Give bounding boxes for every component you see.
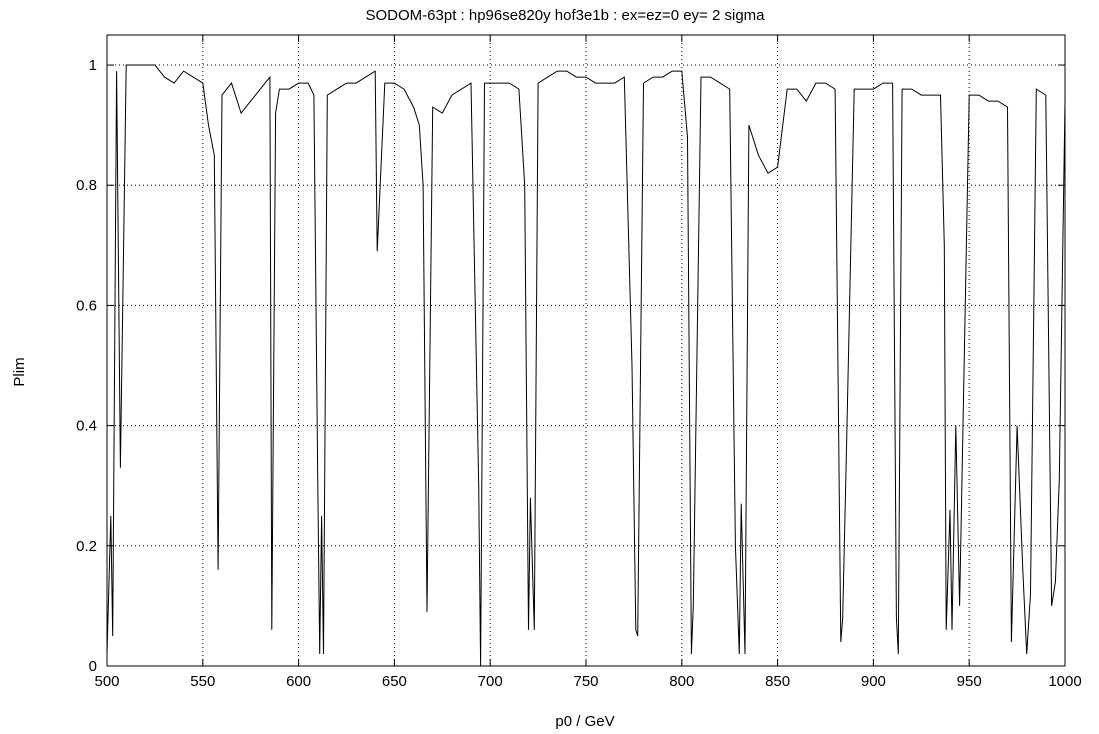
y-tick-label: 0.6 bbox=[76, 297, 97, 314]
x-tick-label: 700 bbox=[478, 673, 503, 690]
y-tick-label: 0.4 bbox=[76, 418, 97, 435]
chart-title: SODOM-63pt : hp96se820y hof3e1b : ex=ez=… bbox=[366, 7, 766, 24]
y-tick-label: 0.2 bbox=[76, 538, 97, 555]
x-tick-label: 550 bbox=[190, 673, 215, 690]
x-axis: 500 550 600 650 700 750 800 850 900 950 1000 bbox=[94, 35, 1082, 690]
series-line bbox=[106, 64, 1066, 667]
y-tick-label: 0.8 bbox=[76, 177, 97, 194]
x-tick-label: 800 bbox=[669, 673, 694, 690]
x-tick-label: 850 bbox=[765, 673, 790, 690]
x-tick-label: 1000 bbox=[1048, 673, 1081, 690]
y-axis: 0 0.2 0.4 0.6 0.8 1 bbox=[76, 57, 1065, 675]
y-tick-label: 1 bbox=[89, 57, 97, 74]
x-tick-label: 750 bbox=[573, 673, 598, 690]
grid bbox=[107, 35, 1065, 666]
x-tick-label: 900 bbox=[861, 673, 886, 690]
y-axis-label: Plim bbox=[11, 357, 28, 386]
x-tick-label: 500 bbox=[94, 673, 119, 690]
x-axis-label: p0 / GeV bbox=[555, 713, 614, 730]
x-tick-label: 600 bbox=[286, 673, 311, 690]
x-tick-label: 950 bbox=[957, 673, 982, 690]
x-tick-label: 650 bbox=[382, 673, 407, 690]
y-tick-label: 0 bbox=[89, 658, 97, 675]
